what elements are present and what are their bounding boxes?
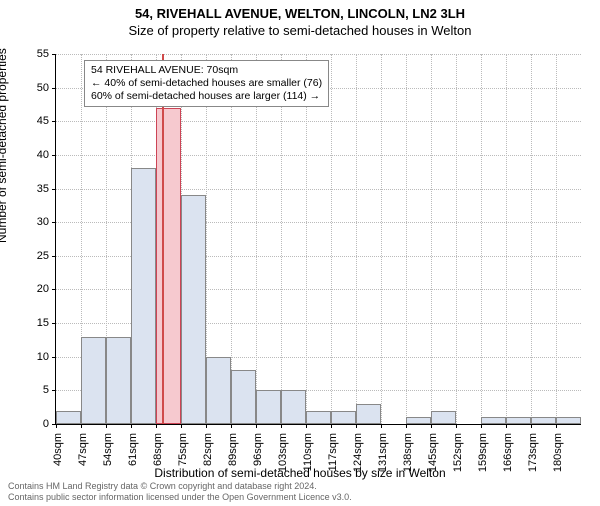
gridline-v: [356, 54, 357, 424]
ytick-label: 25: [19, 250, 49, 262]
xtick-label: 89sqm: [227, 433, 239, 483]
xtick-label: 110sqm: [302, 433, 314, 483]
bar: [181, 195, 206, 424]
bar: [56, 411, 81, 424]
gridline-v: [406, 54, 407, 424]
ytick-label: 55: [19, 48, 49, 60]
callout-line2: ← 40% of semi-detached houses are smalle…: [91, 77, 322, 90]
ytick-label: 10: [19, 351, 49, 363]
gridline-h: [56, 54, 581, 55]
bar-highlighted: [156, 108, 181, 424]
xtick-label: 138sqm: [402, 433, 414, 483]
xtick-label: 61sqm: [127, 433, 139, 483]
callout-box: 54 RIVEHALL AVENUE: 70sqm← 40% of semi-d…: [84, 60, 329, 107]
marker-line: [162, 54, 164, 424]
bar: [556, 417, 581, 424]
bar: [481, 417, 506, 424]
footer-line2: Contains public sector information licen…: [8, 492, 352, 503]
bar: [256, 390, 281, 424]
xtick-label: 75sqm: [177, 433, 189, 483]
xtick-label: 54sqm: [102, 433, 114, 483]
xtick-label: 68sqm: [152, 433, 164, 483]
gridline-v: [281, 54, 282, 424]
ytick-label: 5: [19, 384, 49, 396]
xtick-label: 96sqm: [252, 433, 264, 483]
ytick-label: 15: [19, 317, 49, 329]
gridline-h: [56, 155, 581, 156]
y-axis-label: Number of semi-detached properties: [0, 48, 9, 243]
xtick-label: 47sqm: [77, 433, 89, 483]
bar: [281, 390, 306, 424]
xtick-label: 159sqm: [477, 433, 489, 483]
bar: [506, 417, 531, 424]
gridline-v: [231, 54, 232, 424]
xtick-label: 152sqm: [452, 433, 464, 483]
xtick-label: 40sqm: [52, 433, 64, 483]
xtick-label: 124sqm: [352, 433, 364, 483]
ytick-label: 50: [19, 82, 49, 94]
gridline-v: [431, 54, 432, 424]
xtick-label: 117sqm: [327, 433, 339, 483]
xtick-label: 180sqm: [552, 433, 564, 483]
xtick-label: 103sqm: [277, 433, 289, 483]
callout-line3: 60% of semi-detached houses are larger (…: [91, 90, 322, 103]
gridline-v: [506, 54, 507, 424]
xtick-label: 173sqm: [527, 433, 539, 483]
xtick-label: 166sqm: [502, 433, 514, 483]
chart-title-sub: Size of property relative to semi-detach…: [0, 23, 600, 38]
gridline-v: [381, 54, 382, 424]
ytick-label: 20: [19, 283, 49, 295]
bar: [106, 337, 131, 424]
chart-title-main: 54, RIVEHALL AVENUE, WELTON, LINCOLN, LN…: [0, 6, 600, 21]
bar: [306, 411, 331, 424]
gridline-v: [556, 54, 557, 424]
ytick-label: 0: [19, 418, 49, 430]
gridline-h: [56, 121, 581, 122]
ytick-label: 30: [19, 216, 49, 228]
bar: [531, 417, 556, 424]
footer-line1: Contains HM Land Registry data © Crown c…: [8, 481, 352, 492]
bar: [331, 411, 356, 424]
gridline-v: [481, 54, 482, 424]
bar: [231, 370, 256, 424]
bar: [131, 168, 156, 424]
gridline-v: [531, 54, 532, 424]
plot-area: 54 RIVEHALL AVENUE: 70sqm← 40% of semi-d…: [55, 54, 581, 425]
xtick-label: 82sqm: [202, 433, 214, 483]
ytick-label: 40: [19, 149, 49, 161]
ytick-label: 45: [19, 115, 49, 127]
bar: [81, 337, 106, 424]
bar: [206, 357, 231, 424]
gridline-v: [331, 54, 332, 424]
gridline-v: [306, 54, 307, 424]
ytick-label: 35: [19, 183, 49, 195]
xtick-label: 145sqm: [427, 433, 439, 483]
gridline-v: [456, 54, 457, 424]
bar: [356, 404, 381, 424]
bar: [431, 411, 456, 424]
bar: [406, 417, 431, 424]
callout-line1: 54 RIVEHALL AVENUE: 70sqm: [91, 64, 322, 77]
xtick-label: 131sqm: [377, 433, 389, 483]
gridline-v: [256, 54, 257, 424]
